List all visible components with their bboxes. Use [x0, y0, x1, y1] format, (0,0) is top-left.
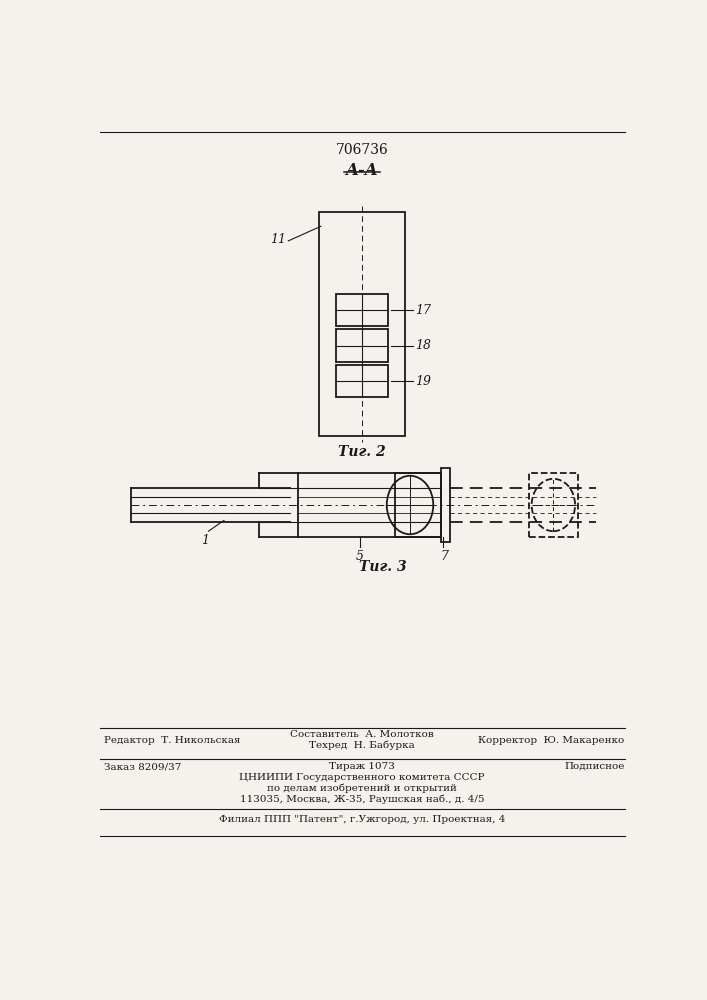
Text: Подписное: Подписное [564, 762, 625, 771]
Bar [320, 212, 404, 436]
Text: 11: 11 [270, 233, 286, 246]
Text: 19: 19 [416, 375, 431, 388]
Text: 17: 17 [416, 304, 431, 317]
Text: Филиал ППП "Патент", г.Ужгород, ул. Проектная, 4: Филиал ППП "Патент", г.Ужгород, ул. Прое… [218, 815, 505, 824]
Text: 113035, Москва, Ж-35, Раушская наб., д. 4/5: 113035, Москва, Ж-35, Раушская наб., д. … [240, 795, 484, 804]
Bar [529, 473, 578, 537]
Text: по делам изобретений и открытий: по делам изобретений и открытий [267, 784, 457, 793]
Text: Τиг. 2: Τиг. 2 [338, 445, 386, 459]
Text: 7: 7 [441, 550, 449, 563]
Text: Тираж 1073: Тираж 1073 [329, 762, 395, 771]
Text: Составитель  А. Молотков: Составитель А. Молотков [290, 730, 434, 739]
Bar [336, 329, 388, 362]
Text: Заказ 8209/37: Заказ 8209/37 [104, 762, 181, 771]
Text: A-A: A-A [346, 162, 378, 179]
Text: 5: 5 [356, 550, 363, 563]
Text: Корректор  Ю. Макаренко: Корректор Ю. Макаренко [479, 736, 625, 745]
Text: 18: 18 [416, 339, 431, 352]
Text: Техред  Н. Бабурка: Техред Н. Бабурка [309, 741, 415, 750]
Bar [336, 294, 388, 326]
Text: 1: 1 [201, 534, 209, 547]
Bar [441, 468, 450, 542]
Bar [336, 365, 388, 397]
Text: 706736: 706736 [336, 143, 388, 157]
Text: Τиг. 3: Τиг. 3 [359, 560, 407, 574]
Text: ЦНИИПИ Государственного комитета СССР: ЦНИИПИ Государственного комитета СССР [239, 773, 485, 782]
Text: Редактор  Т. Никольская: Редактор Т. Никольская [104, 736, 240, 745]
